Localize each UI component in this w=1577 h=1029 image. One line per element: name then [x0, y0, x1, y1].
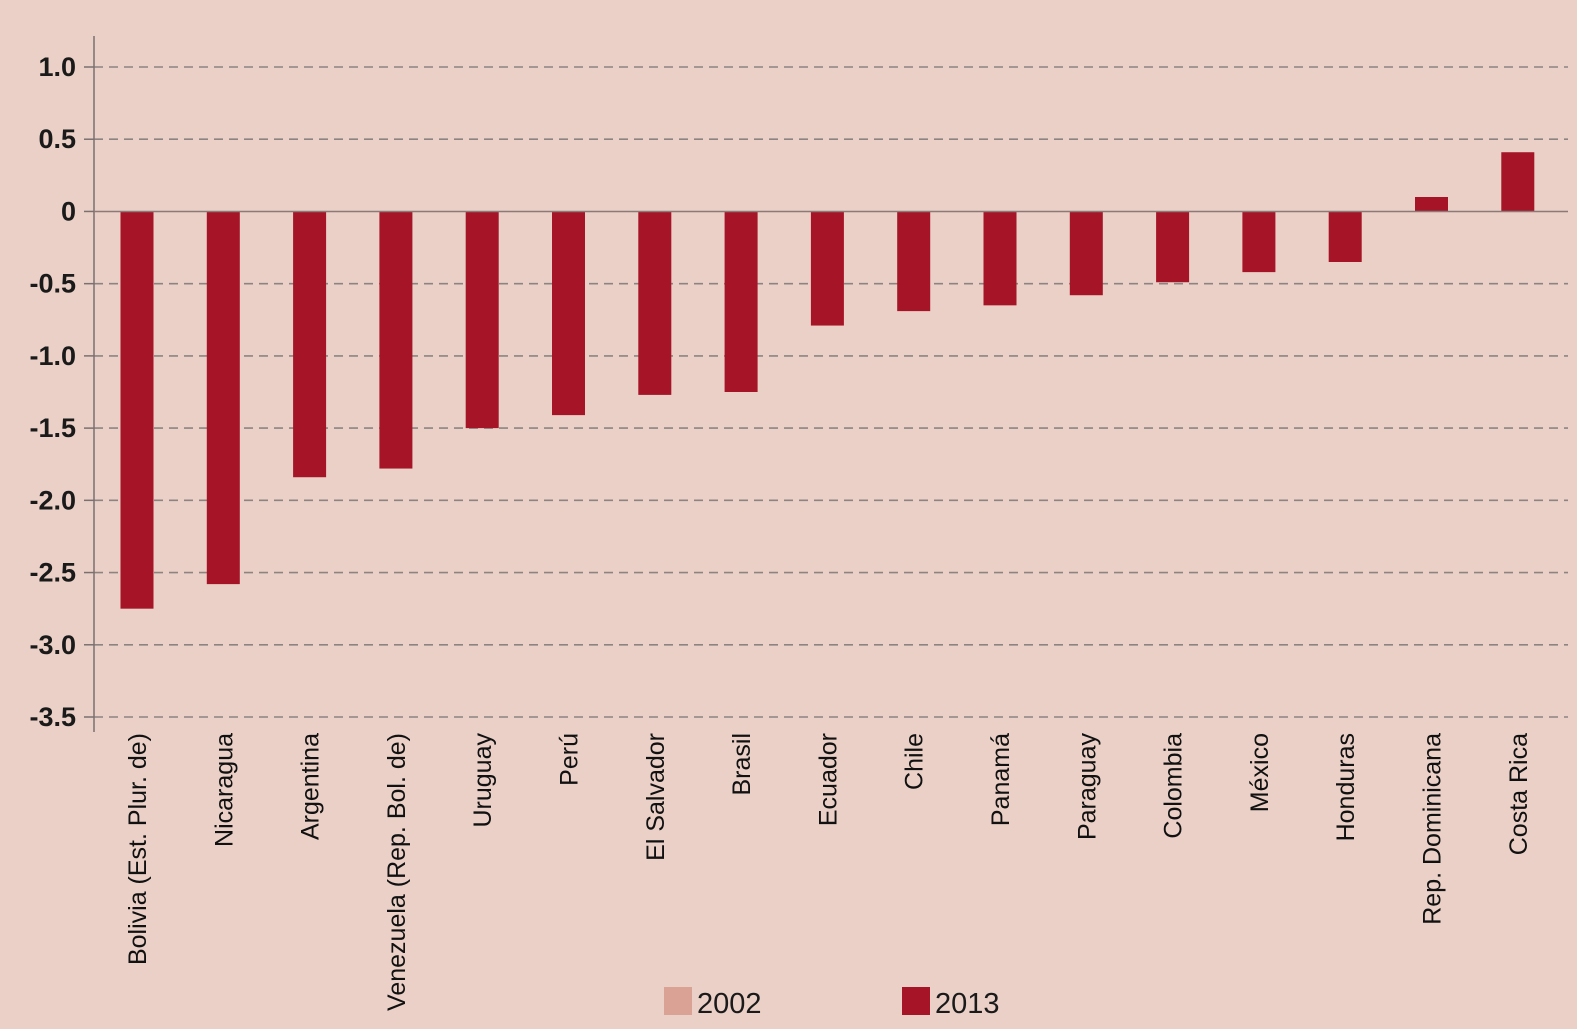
- y-tick-label: -2.0: [29, 485, 76, 515]
- legend-swatch-2002: [664, 987, 692, 1015]
- x-tick-label: Perú: [556, 733, 584, 786]
- bar-2013-8: [810, 211, 844, 326]
- legend-label-2013: 2013: [935, 988, 1000, 1020]
- x-axis-labels: Bolivia (Est. Plur. de) Nicaragua Argentin…: [124, 733, 1533, 1011]
- y-axis: 1.0 0.5 0 -0.5 -1.0 -1.5 -2.0 -2.5 -3.0 -3.5: [29, 36, 95, 732]
- x-tick-label: Chile: [901, 733, 929, 790]
- bar-2013-14: [1328, 211, 1362, 262]
- x-tick-label: El Salvador: [642, 733, 670, 861]
- y-tick-label: -2.5: [29, 558, 76, 588]
- y-tick-label: 0.5: [38, 124, 76, 154]
- x-tick-label: Honduras: [1332, 733, 1360, 841]
- bar-2013-15: [1415, 197, 1448, 212]
- x-tick-label: Panamá: [987, 733, 1015, 826]
- x-tick-label: Venezuela (Rep. Bol. de): [383, 733, 411, 1011]
- y-tick-label: 1.0: [38, 52, 76, 82]
- x-tick-label: Nicaragua: [210, 733, 238, 847]
- bar-2013-9: [897, 211, 931, 312]
- bar-2013-5: [552, 211, 585, 416]
- gridlines: [94, 66, 1568, 718]
- bar-2013-2: [293, 211, 327, 478]
- bar-2013-16: [1501, 152, 1535, 212]
- bar-2013-13: [1242, 211, 1276, 273]
- x-tick-label: Bolivia (Est. Plur. de): [124, 733, 152, 965]
- bar-2013-11: [1069, 211, 1103, 296]
- x-tick-label: Costa Rica: [1505, 733, 1533, 855]
- y-tick-label: -1.5: [29, 413, 76, 443]
- x-tick-label: Argentina: [297, 733, 325, 840]
- bar-2013-6: [638, 211, 672, 395]
- bar-2013-0: [120, 211, 154, 609]
- y-tick-label: -3.5: [29, 702, 76, 732]
- bar-2013-3: [379, 211, 413, 469]
- x-tick-label: Ecuador: [814, 733, 842, 826]
- x-tick-label: México: [1246, 733, 1274, 812]
- bar-2013-7: [724, 211, 758, 392]
- y-tick-label: -3.0: [29, 630, 76, 660]
- y-tick-label: 0: [61, 196, 76, 226]
- x-tick-label: Uruguay: [469, 733, 497, 828]
- legend: 2002 2013: [664, 987, 1000, 1020]
- bar-2013-12: [1156, 211, 1190, 283]
- bar-2013-10: [983, 211, 1017, 306]
- y-tick-label: -0.5: [29, 269, 76, 299]
- x-tick-label: Rep. Dominicana: [1419, 733, 1447, 925]
- x-tick-label: Brasil: [728, 733, 756, 796]
- y-tick-label: -1.0: [29, 341, 76, 371]
- bars: [120, 152, 1535, 609]
- legend-swatch-2013: [902, 987, 930, 1015]
- bar-2013-4: [465, 211, 499, 429]
- x-tick-label: Paraguay: [1073, 733, 1101, 841]
- x-tick-label: Colombia: [1160, 733, 1188, 839]
- bar-2013-1: [206, 211, 240, 585]
- legend-label-2002: 2002: [697, 988, 762, 1020]
